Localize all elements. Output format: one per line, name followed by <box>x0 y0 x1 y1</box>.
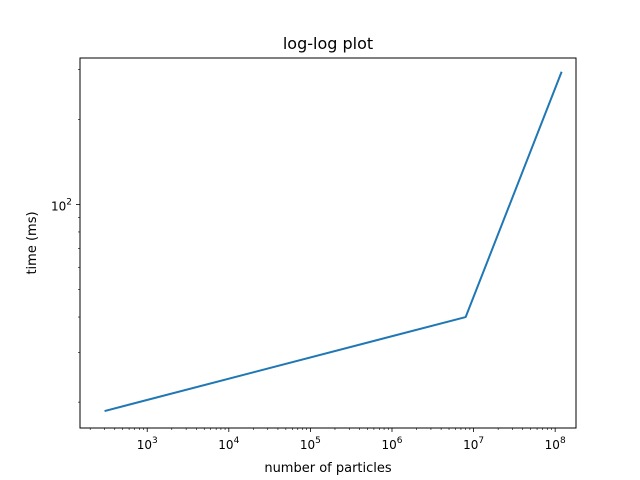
x-tick-label: 108 <box>545 436 566 452</box>
y-axis-label: time (ms) <box>25 211 40 274</box>
x-tick-label: 103 <box>137 436 158 452</box>
x-tick-label: 106 <box>381 436 402 452</box>
chart-title: log-log plot <box>283 34 373 53</box>
x-axis-label: number of particles <box>264 461 392 476</box>
major-ticks: 103 104 105 106 107 108 102 <box>51 198 566 452</box>
plot-frame <box>79 57 577 429</box>
series-layer <box>104 71 563 413</box>
x-tick-label: 105 <box>300 436 321 452</box>
y-tick-label: 102 <box>51 198 72 214</box>
x-tick-label: 104 <box>218 436 239 452</box>
x-tick-label: 107 <box>463 436 484 452</box>
plot-area <box>80 58 576 428</box>
